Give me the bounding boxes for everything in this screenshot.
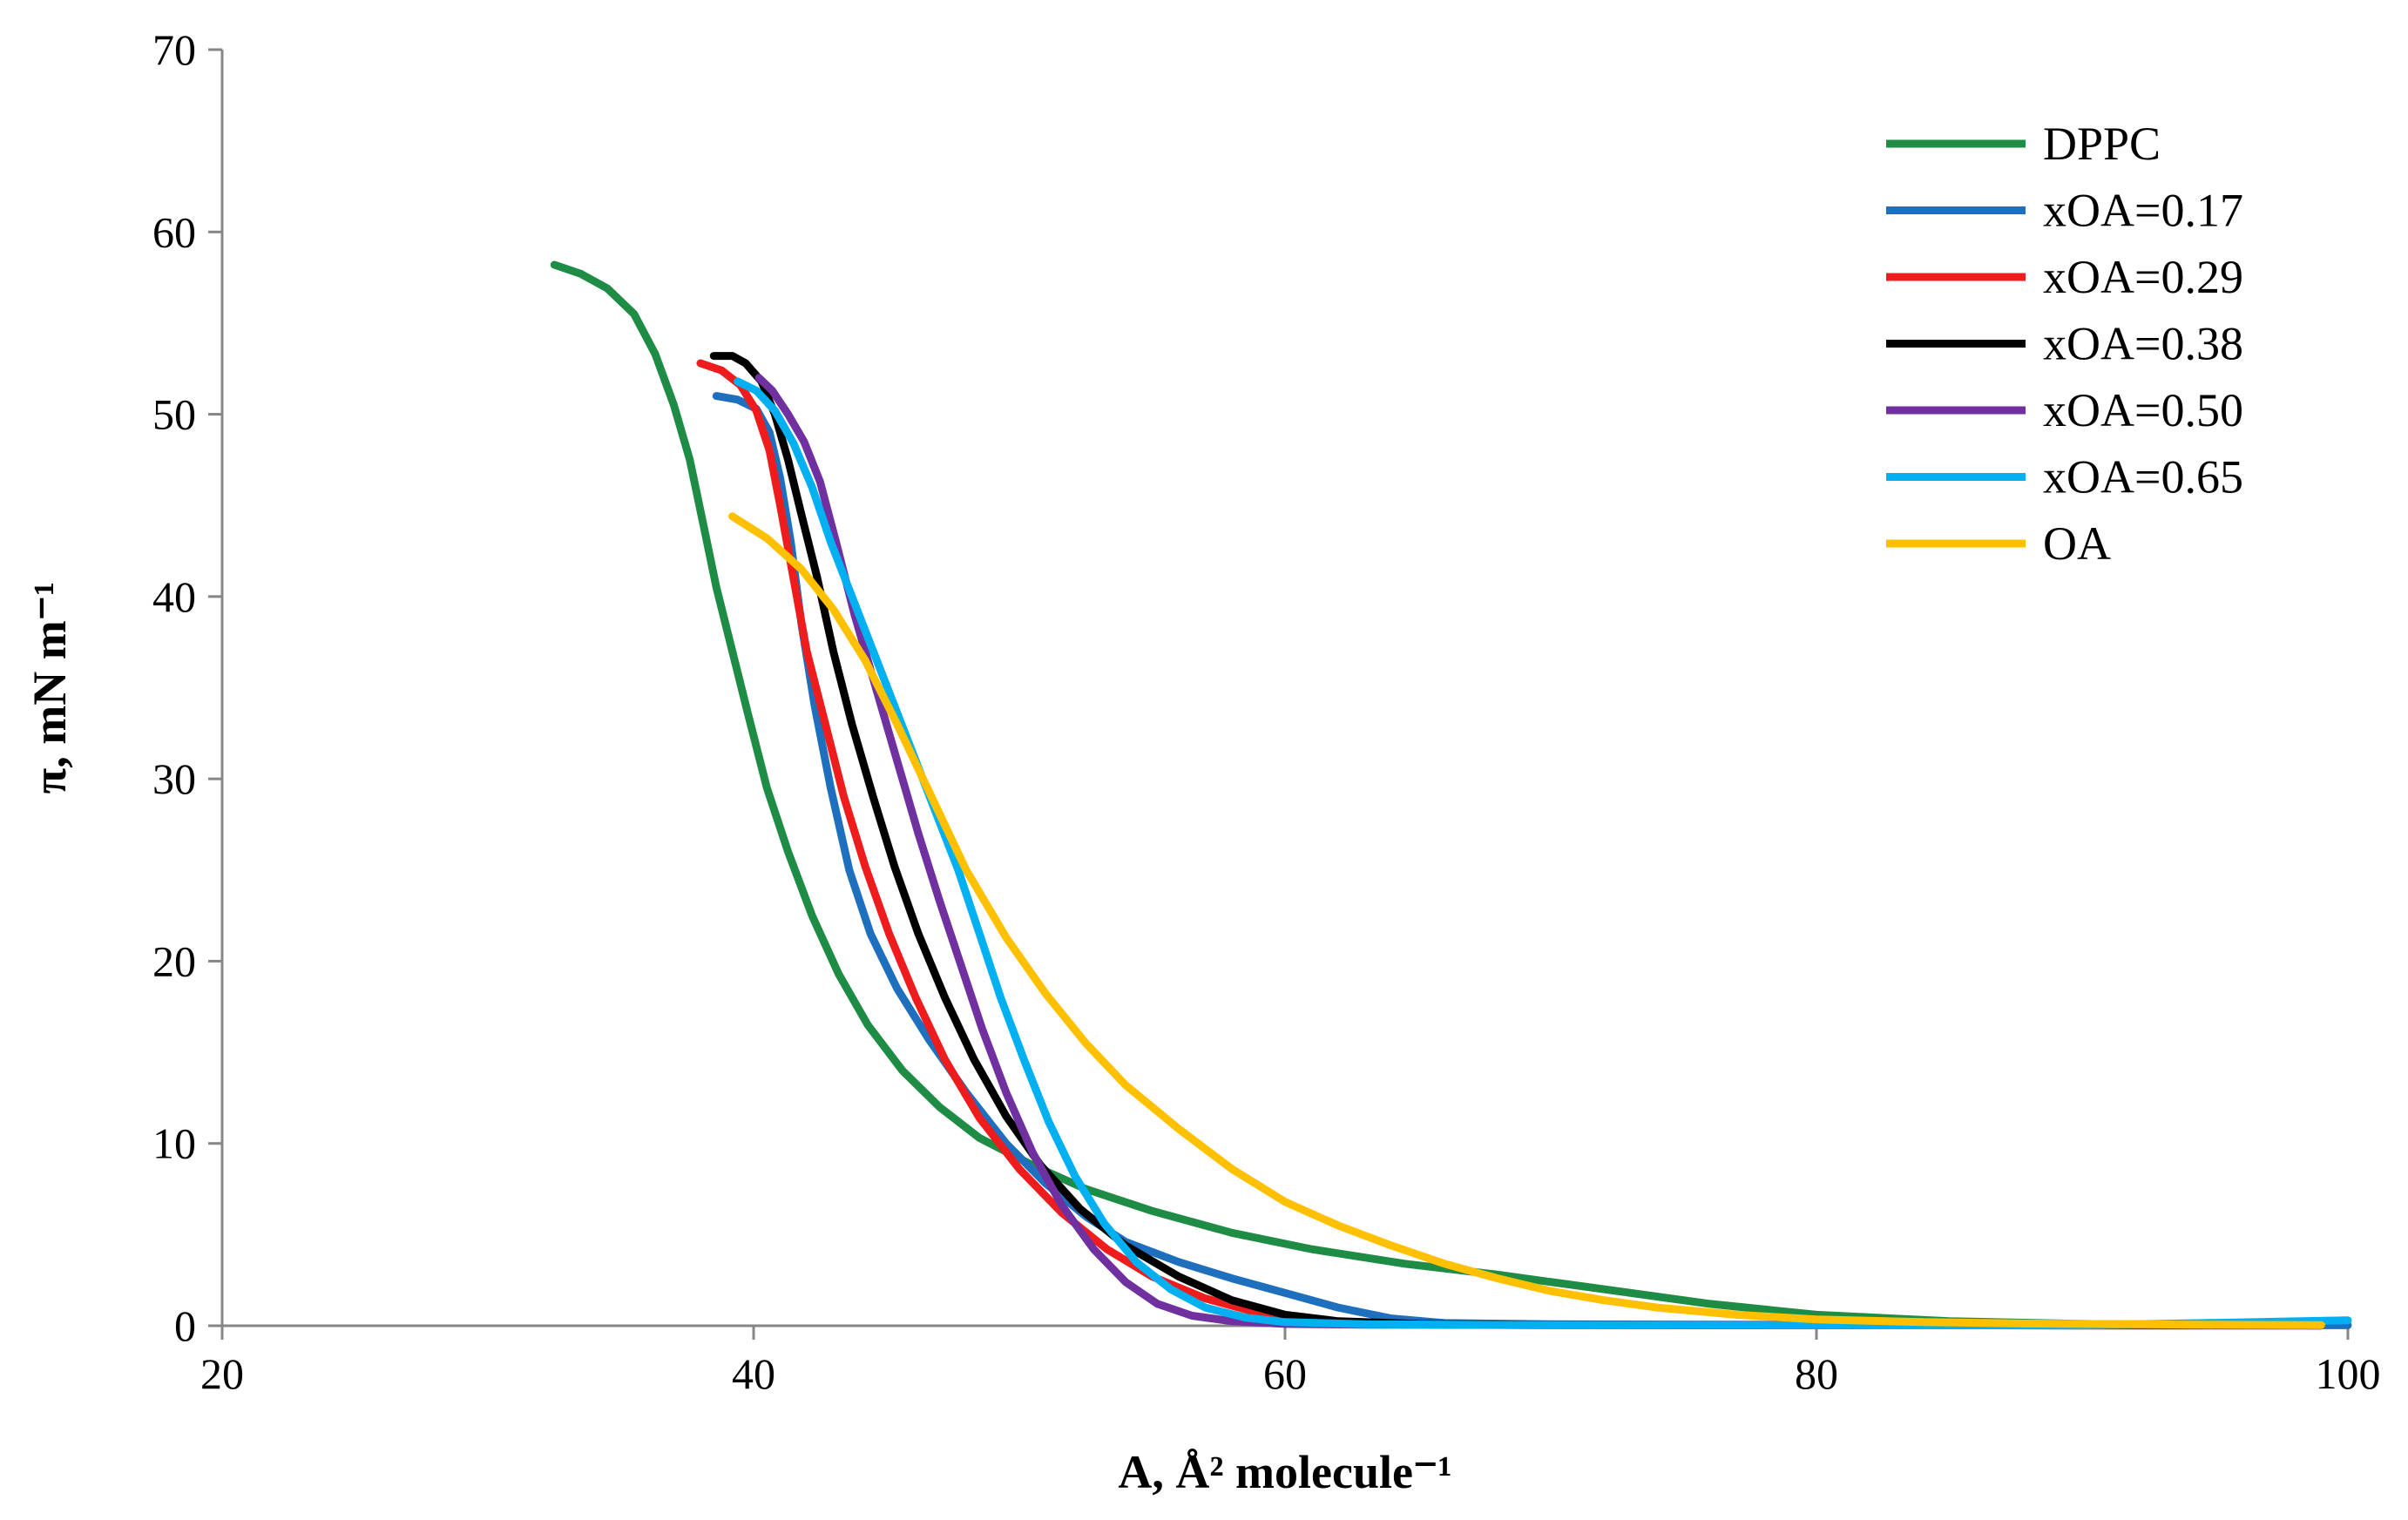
x-tick-label: 20 — [200, 1349, 244, 1398]
y-tick-label: 60 — [152, 207, 196, 256]
series-line-xoa-0-29 — [696, 359, 2325, 1330]
x-tick-label: 60 — [1263, 1349, 1307, 1398]
y-tick-label: 20 — [152, 936, 196, 985]
x-tick-label: 80 — [1795, 1349, 1838, 1398]
legend-label-xoa-0-50: xOA=0.50 — [2043, 384, 2243, 436]
y-axis-label: π, mN m⁻¹ — [24, 582, 76, 794]
y-tick-label: 50 — [152, 390, 196, 439]
legend-label-dppc: DPPC — [2043, 118, 2161, 170]
y-tick-label: 70 — [152, 25, 196, 74]
y-tick-label: 0 — [174, 1301, 196, 1350]
series-line-xoa-0-65 — [734, 377, 2352, 1330]
x-axis-ticks: 20 40 60 80 100 — [200, 1326, 2381, 1398]
y-tick-label: 10 — [152, 1119, 196, 1168]
x-tick-label: 40 — [732, 1349, 775, 1398]
series-line-dppc — [550, 260, 2325, 1330]
legend-label-xoa-0-29: xOA=0.29 — [2043, 251, 2243, 303]
y-tick-label: 30 — [152, 754, 196, 803]
x-axis-label: A, Å² molecule⁻¹ — [1118, 1446, 1451, 1498]
data-series — [550, 260, 2352, 1330]
x-tick-label: 100 — [2316, 1349, 2381, 1398]
legend-label-xoa-0-65: xOA=0.65 — [2043, 451, 2243, 503]
y-tick-label: 40 — [152, 572, 196, 621]
legend-label-xoa-0-17: xOA=0.17 — [2043, 185, 2243, 237]
series-line-oa — [728, 512, 2325, 1329]
axes: 0 10 20 30 40 50 60 70 20 40 60 80 100 — [152, 25, 2381, 1398]
y-axis-ticks: 0 10 20 30 40 50 60 70 — [152, 25, 222, 1350]
legend-label-xoa-0-38: xOA=0.38 — [2043, 318, 2243, 370]
legend-label-oa: OA — [2043, 517, 2111, 570]
legend: DPPC xOA=0.17 xOA=0.29 xOA=0.38 xOA=0.50 xOA=… — [1886, 118, 2243, 570]
